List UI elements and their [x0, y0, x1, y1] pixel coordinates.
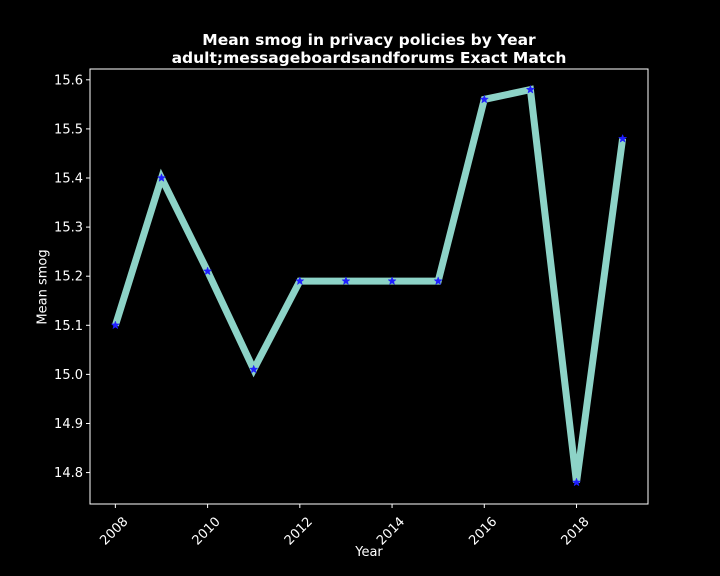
x-tick-label: 2018	[559, 514, 593, 548]
data-point-marker	[249, 364, 259, 374]
y-tick-label: 15.0	[54, 368, 83, 383]
data-point-marker	[387, 276, 397, 286]
data-point-marker	[110, 320, 121, 330]
series-line	[112, 85, 627, 483]
y-tick-label: 15.2	[54, 270, 83, 285]
y-axis-ticks: 14.8 14.9 15.0 15.1 15.2 15.3 15.4 15.5 15.6	[54, 73, 90, 481]
data-point-marker	[341, 276, 351, 286]
x-tick-label: 2016	[466, 514, 500, 548]
chart-subtitle: adult;messageboardsandforums Exact Match	[171, 49, 567, 67]
x-axis-ticks: 2008 2010 2012 2014 2016 2018	[97, 504, 593, 548]
data-point-marker	[479, 94, 489, 104]
y-tick-label: 15.1	[54, 319, 83, 334]
data-point-marker	[617, 133, 628, 143]
x-tick-label: 2012	[282, 514, 316, 548]
data-point-marker	[156, 173, 167, 182]
series-group	[110, 84, 628, 487]
y-tick-label: 14.9	[54, 417, 83, 432]
data-point-marker	[433, 276, 443, 286]
y-axis-label: Mean smog	[35, 249, 51, 325]
x-axis-label: Year	[355, 545, 383, 560]
y-tick-label: 15.5	[54, 122, 83, 137]
y-tick-label: 15.3	[54, 221, 83, 236]
chart-title: Mean smog in privacy policies by Year	[202, 31, 536, 49]
y-tick-label: 14.8	[54, 466, 83, 481]
x-tick-label: 2014	[374, 514, 408, 548]
x-tick-label: 2010	[190, 514, 224, 548]
data-point-marker	[202, 266, 213, 276]
plot-area-frame	[89, 68, 649, 505]
data-point-marker	[525, 84, 536, 94]
data-point-marker	[571, 477, 582, 487]
x-tick-label: 2008	[97, 514, 131, 548]
data-point-marker	[295, 276, 305, 286]
y-tick-label: 15.6	[54, 73, 83, 88]
y-tick-label: 15.4	[54, 171, 83, 186]
